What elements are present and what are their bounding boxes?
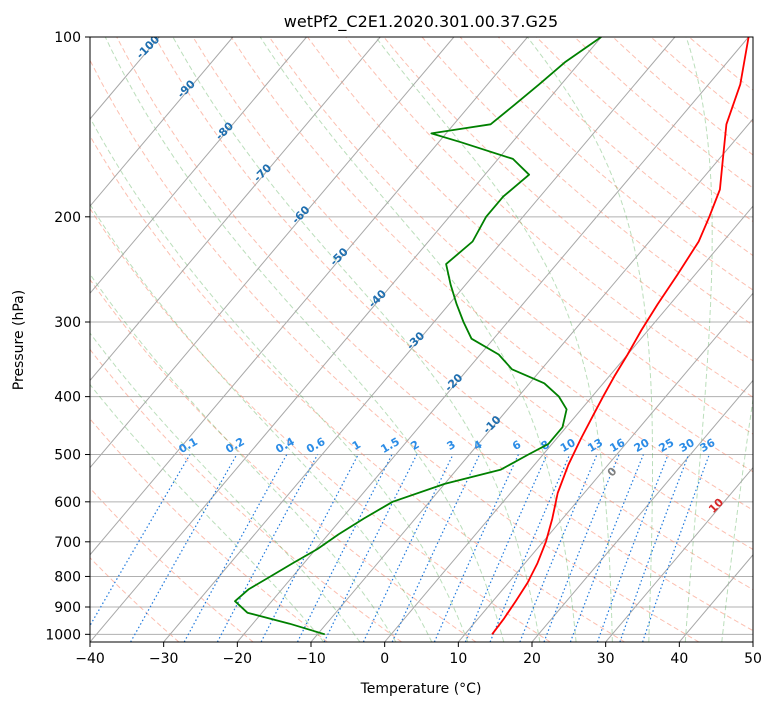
mixing-ratio-line <box>323 454 418 642</box>
dry-adiabat <box>90 134 625 642</box>
dry-adiabat <box>90 487 254 642</box>
x-axis-ticks: −40 −30 −20 −10 0 10 20 30 40 50 <box>75 642 762 667</box>
dry-adiabats <box>90 37 753 642</box>
x-tick-label: 30 <box>597 651 615 667</box>
x-tick-label: −30 <box>149 651 179 667</box>
y-tick-label: 700 <box>54 535 81 551</box>
y-tick-label: 900 <box>54 600 81 616</box>
isotherm <box>531 379 753 642</box>
mixing-ratio-line <box>183 454 288 642</box>
plot-area: 0.1 0.2 0.4 0.6 1 1.5 2 3 4 6 8 10 13 16 20 25 30 36 -100… <box>90 37 753 642</box>
isotherm <box>90 37 381 382</box>
y-tick-label: 500 <box>54 448 81 464</box>
moist-adiabat <box>90 383 325 642</box>
dry-adiabat <box>459 37 753 291</box>
mixing-ratio-line <box>519 454 598 642</box>
x-tick-label: −10 <box>296 651 326 667</box>
isotherm <box>310 118 753 642</box>
moist-adiabat <box>90 116 469 642</box>
mixing-ratio-line <box>260 454 359 642</box>
isotherm <box>90 37 307 295</box>
mixing-ratio-line <box>543 454 620 642</box>
sounding-profiles <box>234 37 750 636</box>
moist-adiabat <box>172 37 541 642</box>
isotherm <box>236 37 749 642</box>
x-axis-label: Temperature (°C) <box>360 681 482 697</box>
pressure-gridlines <box>90 37 753 635</box>
isotherm <box>457 292 753 642</box>
x-tick-label: 0 <box>380 651 389 667</box>
moist-adiabat <box>684 37 713 642</box>
dry-adiabat <box>90 418 328 642</box>
dewpoint-profile <box>234 37 602 636</box>
x-tick-label: −40 <box>75 651 105 667</box>
moist-adiabat <box>375 37 613 642</box>
dry-adiabat <box>116 37 753 632</box>
dry-adiabat <box>154 37 753 591</box>
mixing-ratio-line <box>130 454 238 642</box>
y-tick-label: 600 <box>54 495 81 511</box>
mixing-ratio-line <box>569 454 644 642</box>
dry-adiabat <box>90 207 551 642</box>
y-axis-label: Pressure (hPa) <box>11 290 27 390</box>
y-tick-label: 800 <box>54 569 81 585</box>
isotherm <box>90 37 234 207</box>
dry-adiabat <box>90 59 700 642</box>
chart-title: wetPf2_C2E1.2020.301.00.37.G25 <box>284 12 558 32</box>
mixing-ratio-line <box>619 454 690 642</box>
dry-adiabat <box>307 37 753 435</box>
moist-adiabat <box>104 37 505 642</box>
isotherms <box>90 37 753 642</box>
x-tick-label: 50 <box>744 651 762 667</box>
isotherm <box>90 37 602 642</box>
y-tick-label: 200 <box>54 210 81 226</box>
isotherm <box>384 205 753 642</box>
mixing-ratio-line <box>216 454 319 642</box>
isotherm <box>605 466 753 642</box>
x-tick-label: 40 <box>670 651 688 667</box>
mixing-ratio-lines <box>90 454 710 642</box>
y-tick-label: 300 <box>54 315 81 331</box>
y-tick-label: 1000 <box>45 627 81 643</box>
y-axis-ticks: 100 200 300 400 500 600 700 800 900 1000 <box>45 30 90 643</box>
x-tick-label: −20 <box>223 651 253 667</box>
y-tick-label: 100 <box>54 30 81 46</box>
plot-frame <box>89 36 754 643</box>
moist-adiabat <box>90 273 397 642</box>
x-tick-label: 10 <box>449 651 467 667</box>
temperature-profile <box>491 37 750 635</box>
x-tick-label: 20 <box>523 651 541 667</box>
isotherm <box>163 37 676 642</box>
isotherm <box>90 37 455 469</box>
dry-adiabat <box>421 37 753 326</box>
y-tick-label: 400 <box>54 390 81 406</box>
dry-adiabat <box>230 37 753 511</box>
dry-adiabat <box>345 37 753 398</box>
dry-adiabat <box>90 348 402 642</box>
mixing-ratio-line <box>596 454 669 642</box>
moist-adiabat <box>527 37 653 642</box>
mixing-ratio-line <box>642 454 710 642</box>
mixing-ratio-line <box>489 454 571 642</box>
dry-adiabat <box>192 37 753 551</box>
mixing-ratio-line <box>464 454 548 642</box>
mixing-ratio-line <box>391 454 481 642</box>
mixing-ratio-line <box>296 454 393 642</box>
mixing-ratio-line <box>362 454 454 642</box>
isotherm <box>90 37 528 556</box>
